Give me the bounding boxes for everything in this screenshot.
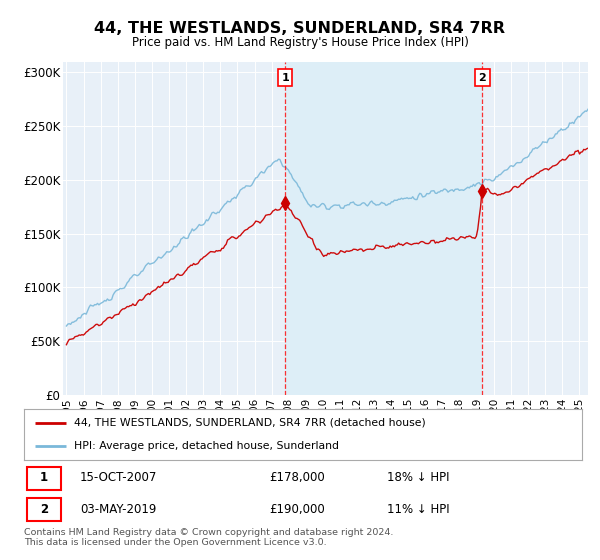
Text: 18% ↓ HPI: 18% ↓ HPI (387, 472, 449, 484)
Text: £178,000: £178,000 (269, 472, 325, 484)
Text: 03-MAY-2019: 03-MAY-2019 (80, 503, 156, 516)
Text: Price paid vs. HM Land Registry's House Price Index (HPI): Price paid vs. HM Land Registry's House … (131, 36, 469, 49)
Text: 44, THE WESTLANDS, SUNDERLAND, SR4 7RR (detached house): 44, THE WESTLANDS, SUNDERLAND, SR4 7RR (… (74, 418, 426, 428)
Text: 2: 2 (40, 503, 48, 516)
Text: 11% ↓ HPI: 11% ↓ HPI (387, 503, 449, 516)
Bar (285, 62, 482, 395)
Text: 1: 1 (281, 73, 289, 83)
Text: £190,000: £190,000 (269, 503, 325, 516)
FancyBboxPatch shape (27, 466, 61, 490)
Text: Contains HM Land Registry data © Crown copyright and database right 2024.
This d: Contains HM Land Registry data © Crown c… (24, 528, 394, 548)
Text: 15-OCT-2007: 15-OCT-2007 (80, 472, 157, 484)
Text: HPI: Average price, detached house, Sunderland: HPI: Average price, detached house, Sund… (74, 441, 339, 451)
Text: 44, THE WESTLANDS, SUNDERLAND, SR4 7RR: 44, THE WESTLANDS, SUNDERLAND, SR4 7RR (95, 21, 505, 36)
FancyBboxPatch shape (27, 498, 61, 521)
Text: 1: 1 (40, 472, 48, 484)
Text: 2: 2 (479, 73, 487, 83)
